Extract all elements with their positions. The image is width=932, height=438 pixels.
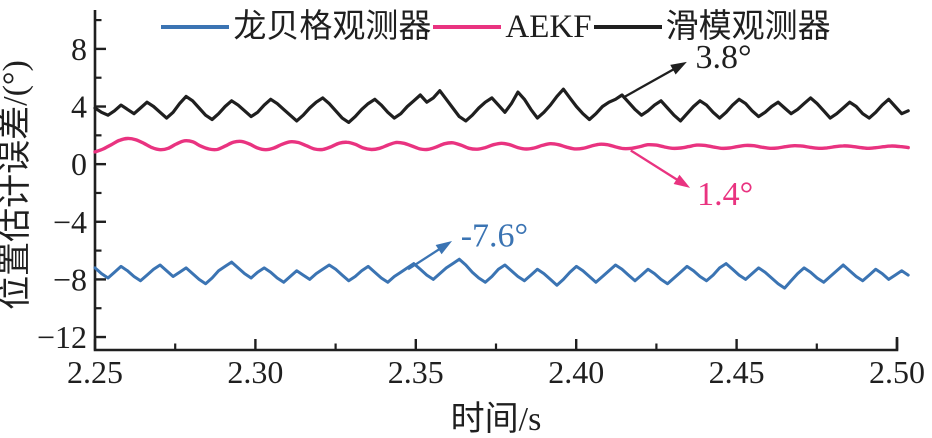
- legend-label-sliding-mode-observer: 滑模观测器: [665, 8, 831, 45]
- axes-layer: 8 4 0 −4 −8 −122.25 2.30 2.35 2.40 2.45 2.50: [37, 10, 925, 390]
- luenberger-observer-line-swatch-icon: [161, 24, 230, 29]
- x-tick-label: 2.40: [548, 354, 604, 390]
- aekf-mean-arrowhead-icon: [673, 174, 691, 188]
- plot-frame: [93, 10, 899, 352]
- aekf-mean-arrow-line: [630, 149, 681, 183]
- y-tick-label: −4: [53, 204, 87, 240]
- legend-item-luenberger-observer: 龙贝格观测器: [161, 10, 431, 45]
- sliding-mode-mean-arrow-line: [622, 66, 677, 99]
- x-tick-label: 2.35: [388, 354, 444, 390]
- luenberger-observer-curve: [93, 257, 910, 290]
- y-tick-label: 8: [71, 31, 87, 67]
- legend-label-luenberger-observer: 龙贝格观测器: [233, 8, 432, 45]
- x-tick-label: 2.45: [709, 354, 765, 390]
- sliding-mode-observer-line-swatch-icon: [593, 24, 662, 29]
- aekf-mean-annotation: 1.4°: [630, 149, 753, 213]
- luenberger-mean-label: -7.6°: [461, 218, 528, 255]
- legend-label-aekf: AEKF: [505, 8, 592, 45]
- legend-item-aekf: AEKF: [433, 8, 592, 45]
- y-axis-label: 位置估计误差/(°): [0, 60, 34, 310]
- aekf-line-swatch-icon: [433, 24, 502, 29]
- sliding-mode-mean-label: 3.8°: [696, 39, 752, 76]
- x-axis-label: 时间/s: [451, 401, 542, 438]
- x-tick-label: 2.30: [227, 354, 283, 390]
- aekf-mean-label: 1.4°: [697, 176, 753, 213]
- legend-item-sliding-mode-observer: 滑模观测器: [593, 8, 831, 45]
- y-tick-label: 0: [71, 146, 87, 182]
- annotations-layer: 3.8° 1.4° -7.6°: [407, 39, 753, 271]
- curves-layer: [93, 87, 910, 290]
- luenberger-mean-arrow-line: [407, 246, 443, 271]
- luenberger-mean-annotation: -7.6°: [407, 218, 528, 271]
- y-tick-label: −8: [53, 261, 87, 297]
- y-tick-label: −12: [37, 319, 87, 355]
- sliding-mode-mean-arrowhead-icon: [670, 61, 687, 75]
- aekf-curve: [93, 136, 910, 154]
- sliding-mode-mean-annotation: 3.8°: [622, 39, 752, 99]
- x-tick-label: 2.50: [869, 354, 925, 390]
- y-tick-label: 4: [71, 89, 87, 125]
- luenberger-mean-arrowhead-icon: [435, 240, 453, 255]
- x-tick-label: 2.25: [67, 354, 123, 390]
- legend: 龙贝格观测器 AEKF 滑模观测器: [95, 6, 897, 48]
- sliding-mode-observer-curve: [93, 87, 910, 125]
